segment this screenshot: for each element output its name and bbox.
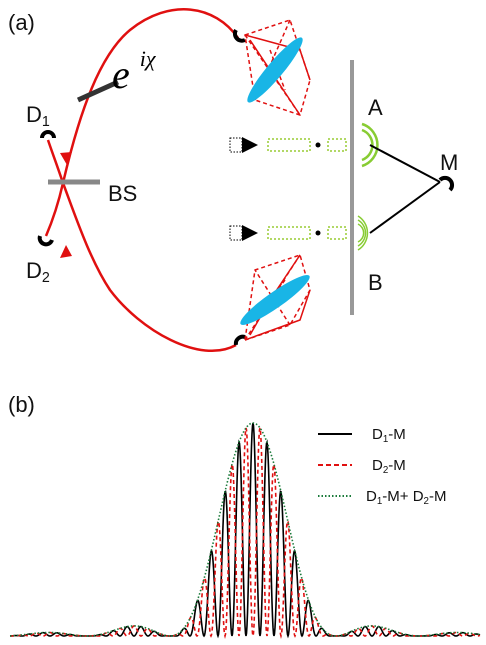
main: D [26,258,42,283]
legend-text: D [366,488,377,505]
d2-label: D2 [26,258,50,286]
legend-label: D2-M [372,457,406,476]
legend: D1-M D2-M D1-M+ D2-M [318,426,446,507]
main: D [26,102,42,127]
detector [440,178,452,190]
b-label: B [368,270,383,295]
phase-base: e [112,52,130,97]
legend-text: D [372,426,383,443]
arrow [242,137,258,153]
sub: 2 [42,270,50,286]
detector [236,337,245,345]
beams [230,137,346,241]
dot [316,143,321,148]
crystal-top [242,20,310,115]
beam [230,225,346,241]
lens [236,269,314,330]
hatch [268,139,310,151]
wave [362,124,377,166]
a-label: A [368,95,383,120]
ray [370,182,440,233]
ray [370,145,440,182]
legend-text: D [372,457,383,474]
sub: 1 [42,114,50,130]
figure: (a) [0,0,486,645]
phase-exponent: iχ [140,46,157,71]
legend-text: -M+ D [382,488,423,505]
panel-label: (b) [8,392,35,417]
detector [42,132,54,138]
legend-text: -M [429,488,447,505]
crystal-bottom [236,255,314,340]
beam [230,137,346,153]
legend-label: D1-M [372,426,406,445]
legend-text: -M [388,426,406,443]
lower-path [48,140,236,351]
panel-label: (a) [8,10,35,35]
legend-label: D1-M+ D2-M [366,488,446,507]
d1-label: D1 [26,102,50,130]
wave [358,216,367,250]
to-m [370,145,440,233]
arrow [60,245,72,258]
detectors [40,30,452,345]
upper-path [46,9,238,236]
bs-label: BS [108,181,137,206]
m-label: M [440,150,458,175]
detector [40,236,52,244]
hatch [328,139,346,151]
waves [358,124,377,250]
interference-curves [10,423,480,636]
detector [235,30,245,41]
hatch [230,138,242,152]
legend-text: -M [388,457,406,474]
